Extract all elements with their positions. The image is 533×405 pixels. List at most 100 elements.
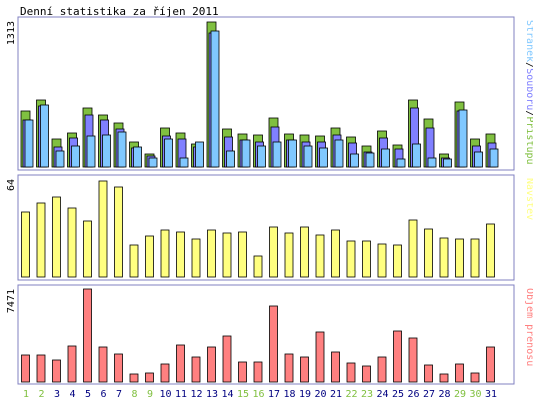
day-label-14: 14	[221, 389, 233, 400]
day-label-6: 6	[100, 389, 106, 400]
bar-pages-day-28	[443, 158, 452, 168]
visits-panel: 64 Návštěv	[6, 174, 533, 281]
legend-item-Objem přenosu: Objem přenosu	[524, 288, 533, 366]
day-label-19: 19	[299, 389, 311, 400]
day-label-23: 23	[361, 389, 373, 400]
bar-visits-day-30	[470, 238, 480, 278]
bar-pages-day-23	[365, 152, 375, 168]
bar-traffic-day-14	[222, 335, 232, 383]
bar-pages-day-4	[71, 145, 80, 168]
legend-separator: /	[524, 62, 533, 68]
day-label-25: 25	[392, 389, 404, 400]
bar-traffic-day-22	[346, 362, 356, 383]
bar-traffic-day-30	[470, 372, 480, 383]
bar-traffic-day-10	[160, 363, 170, 383]
bar-traffic-day-24	[377, 356, 387, 383]
bar-traffic-day-25	[393, 330, 402, 383]
bar-pages-day-11	[179, 157, 189, 168]
bar-traffic-day-31	[486, 346, 495, 383]
day-label-20: 20	[314, 389, 326, 400]
bar-visits-day-22	[346, 240, 356, 278]
bar-visits-day-10	[160, 229, 170, 278]
bar-visits-day-19	[300, 226, 309, 278]
bar-visits-day-31	[486, 223, 495, 278]
bar-pages-day-18	[288, 139, 297, 168]
bar-visits-day-6	[98, 180, 108, 278]
day-label-5: 5	[85, 389, 91, 400]
bar-traffic-day-16	[253, 361, 263, 383]
bar-pages-day-24	[381, 148, 390, 168]
day-label-9: 9	[147, 389, 153, 400]
day-label-18: 18	[283, 389, 295, 400]
bar-pages-day-27	[427, 157, 437, 168]
bar-traffic-day-19	[300, 356, 309, 383]
bar-visits-day-12	[191, 238, 201, 278]
bar-visits-day-27	[424, 228, 433, 278]
bar-visits-day-25	[393, 244, 402, 278]
bar-visits-day-3	[52, 196, 61, 278]
bar-pages-day-25	[396, 158, 406, 168]
bar-visits-day-5	[83, 220, 92, 278]
day-label-13: 13	[206, 389, 218, 400]
bar-traffic-day-11	[176, 344, 185, 383]
bar-traffic-day-13	[207, 346, 216, 383]
bar-pages-day-17	[272, 141, 282, 168]
day-label-27: 27	[423, 389, 435, 400]
day-label-17: 17	[268, 389, 280, 400]
bar-pages-day-13	[210, 30, 220, 168]
bar-pages-day-7	[117, 131, 127, 168]
bar-visits-day-11	[176, 231, 185, 278]
bar-pages-day-15	[241, 139, 251, 168]
legend-separator: /	[524, 110, 533, 116]
hits-panel-ymax-label: 1313	[6, 21, 17, 45]
day-label-12: 12	[190, 389, 202, 400]
visits-panel-legend: Návštěv	[524, 178, 533, 220]
day-label-29: 29	[454, 389, 466, 400]
bar-traffic-day-21	[331, 351, 340, 383]
bar-traffic-day-6	[98, 346, 108, 383]
traffic-panel-legend: Objem přenosu	[524, 288, 533, 366]
bar-pages-day-31	[489, 148, 499, 168]
bar-traffic-day-26	[408, 337, 418, 383]
day-label-1: 1	[23, 389, 29, 400]
bar-visits-day-21	[331, 229, 340, 278]
bar-pages-day-29	[458, 109, 468, 168]
bar-traffic-day-5	[83, 288, 92, 383]
bar-traffic-day-18	[284, 353, 294, 383]
bar-pages-day-19	[303, 145, 313, 168]
bar-traffic-day-12	[191, 356, 201, 383]
bar-traffic-day-4	[67, 345, 77, 383]
day-label-8: 8	[131, 389, 137, 400]
bar-visits-day-20	[315, 234, 325, 278]
bar-visits-day-26	[408, 219, 418, 278]
bar-pages-day-8	[133, 146, 142, 168]
bar-pages-day-26	[412, 143, 421, 168]
bar-visits-day-9	[145, 235, 154, 278]
bar-traffic-day-17	[269, 305, 278, 383]
day-label-15: 15	[237, 389, 249, 400]
day-label-28: 28	[438, 389, 450, 400]
day-label-11: 11	[175, 389, 187, 400]
bar-traffic-day-29	[455, 363, 464, 383]
bar-visits-day-16	[253, 255, 263, 278]
legend-item-Návštěv: Návštěv	[524, 178, 533, 220]
bar-pages-day-20	[319, 147, 328, 168]
bar-traffic-day-3	[52, 359, 61, 383]
bar-traffic-day-8	[129, 373, 139, 383]
day-label-3: 3	[54, 389, 60, 400]
traffic-panel-frame	[17, 284, 515, 385]
day-labels: 1 2 3 4 5 6 7 8 9 10 11 12 13 14 15 16 17 18 19 20 21 22 23 24 2…	[23, 389, 497, 400]
traffic-panel: 7471 Objem přenosu	[6, 284, 533, 385]
bar-traffic-day-27	[424, 364, 433, 383]
bar-pages-day-12	[195, 141, 204, 168]
visits-panel-ymax-label: 64	[6, 179, 17, 191]
bar-traffic-day-2	[36, 354, 46, 383]
chart-title: Denní statistika za říjen 2011	[20, 5, 219, 18]
bar-pages-day-2	[40, 104, 49, 168]
bar-visits-day-23	[362, 240, 371, 278]
bar-visits-day-15	[238, 231, 247, 278]
day-label-4: 4	[69, 389, 75, 400]
bar-pages-day-9	[148, 157, 158, 168]
